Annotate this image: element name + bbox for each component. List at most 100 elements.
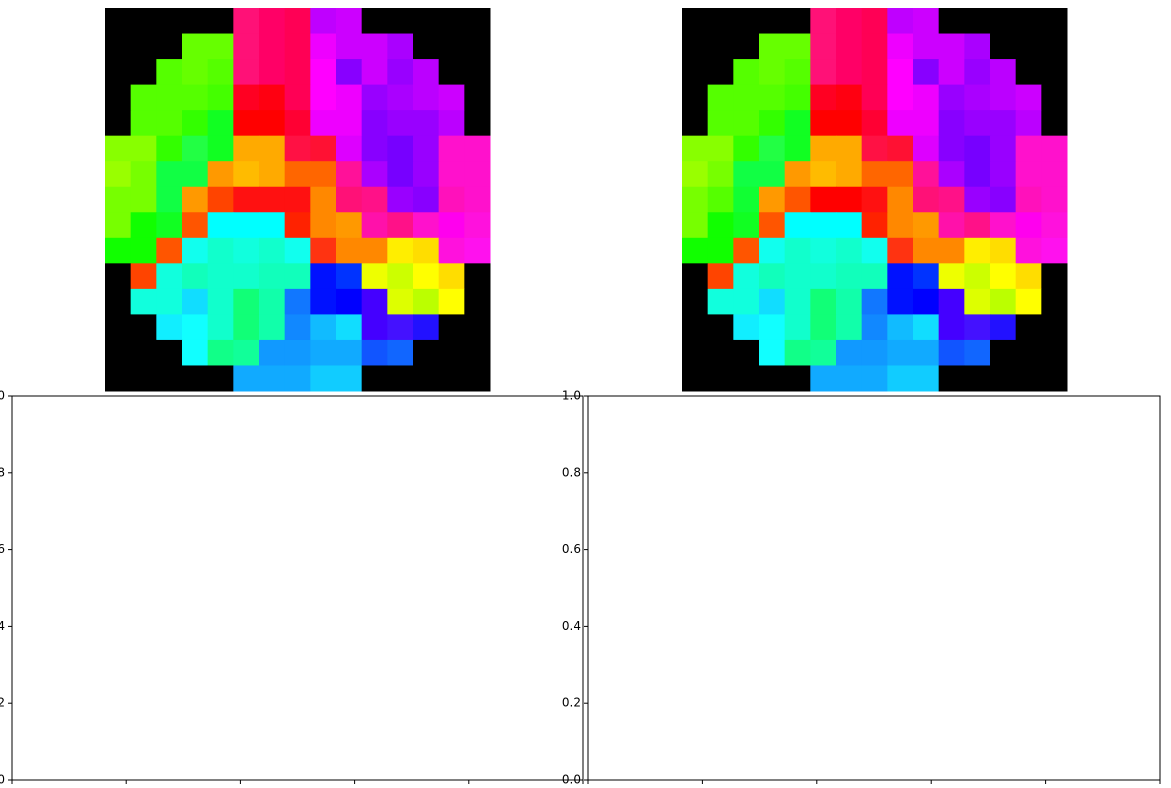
- pixel: [810, 212, 837, 239]
- pixel: [759, 8, 786, 35]
- pixel: [284, 237, 311, 264]
- pixel: [310, 8, 337, 35]
- pixel: [233, 263, 260, 290]
- pixel: [861, 135, 888, 162]
- pixel: [361, 365, 388, 392]
- pixel: [259, 314, 286, 341]
- pixel: [438, 314, 465, 341]
- pixel: [310, 161, 337, 188]
- pixel: [836, 84, 863, 111]
- pixel: [938, 33, 965, 60]
- pixel: [810, 186, 837, 213]
- pixel: [361, 33, 388, 60]
- pixel: [990, 135, 1017, 162]
- pixel: [361, 263, 388, 290]
- pixel: [105, 33, 132, 60]
- pixel: [284, 33, 311, 60]
- pixel: [336, 212, 363, 239]
- pixel: [361, 84, 388, 111]
- pixel: [682, 212, 709, 239]
- pixel: [810, 314, 837, 341]
- pixel: [361, 288, 388, 315]
- pixel: [464, 237, 491, 264]
- pixel: [759, 212, 786, 239]
- pixel: [130, 135, 157, 162]
- pixel: [284, 339, 311, 366]
- pixel: [938, 288, 965, 315]
- pixel: [836, 8, 863, 35]
- pixel: [207, 59, 234, 86]
- pixel: [990, 59, 1017, 86]
- pixel: [1041, 135, 1068, 162]
- pixel: [964, 237, 991, 264]
- pixel: [887, 212, 914, 239]
- pixel: [861, 84, 888, 111]
- pixel: [464, 339, 491, 366]
- pixel: [1015, 365, 1042, 392]
- pixel: [207, 314, 234, 341]
- pixel: [310, 84, 337, 111]
- pixel: [387, 135, 414, 162]
- pixel: [836, 288, 863, 315]
- pixel: [336, 263, 363, 290]
- pixel: [464, 161, 491, 188]
- pixel: [913, 8, 940, 35]
- pixel: [130, 110, 157, 137]
- pixel: [733, 33, 760, 60]
- pixel: [284, 110, 311, 137]
- pixel: [464, 135, 491, 162]
- pixel: [336, 33, 363, 60]
- pixel: [156, 212, 183, 239]
- pixel: [759, 339, 786, 366]
- pixel: [836, 314, 863, 341]
- pixel: [464, 59, 491, 86]
- pixel: [964, 288, 991, 315]
- y-tick-label: 0.4: [0, 619, 5, 633]
- pixel: [964, 135, 991, 162]
- pixel: [464, 263, 491, 290]
- pixel: [759, 110, 786, 137]
- pixel: [182, 33, 209, 60]
- pixel: [438, 237, 465, 264]
- pixel: [861, 263, 888, 290]
- pixel: [233, 59, 260, 86]
- pixel: [1015, 237, 1042, 264]
- pixel: [233, 110, 260, 137]
- pixel: [1015, 314, 1042, 341]
- pixel: [707, 59, 734, 86]
- pixel: [759, 365, 786, 392]
- pixel: [438, 186, 465, 213]
- pixel: [413, 110, 440, 137]
- pixel: [336, 8, 363, 35]
- pixel: [438, 135, 465, 162]
- pixel: [759, 59, 786, 86]
- pixel: [130, 365, 157, 392]
- pixel: [284, 161, 311, 188]
- pixel: [682, 8, 709, 35]
- pixel: [1015, 59, 1042, 86]
- pixel: [310, 314, 337, 341]
- pixel: [887, 59, 914, 86]
- pixel: [913, 33, 940, 60]
- pixel: [707, 33, 734, 60]
- pixel: [182, 8, 209, 35]
- pixel: [913, 314, 940, 341]
- pixel: [207, 186, 234, 213]
- pixel: [784, 33, 811, 60]
- pixel: [1041, 8, 1068, 35]
- pixel: [438, 161, 465, 188]
- pixel: [182, 339, 209, 366]
- pixel: [784, 237, 811, 264]
- pixel: [836, 339, 863, 366]
- pixel: [207, 110, 234, 137]
- pixel: [759, 135, 786, 162]
- pixel: [887, 365, 914, 392]
- pixel: [682, 314, 709, 341]
- pixel: [438, 212, 465, 239]
- pixel: [759, 84, 786, 111]
- pixel: [682, 59, 709, 86]
- pixel: [464, 8, 491, 35]
- pixel: [130, 339, 157, 366]
- pixel: [156, 263, 183, 290]
- pixel: [990, 84, 1017, 111]
